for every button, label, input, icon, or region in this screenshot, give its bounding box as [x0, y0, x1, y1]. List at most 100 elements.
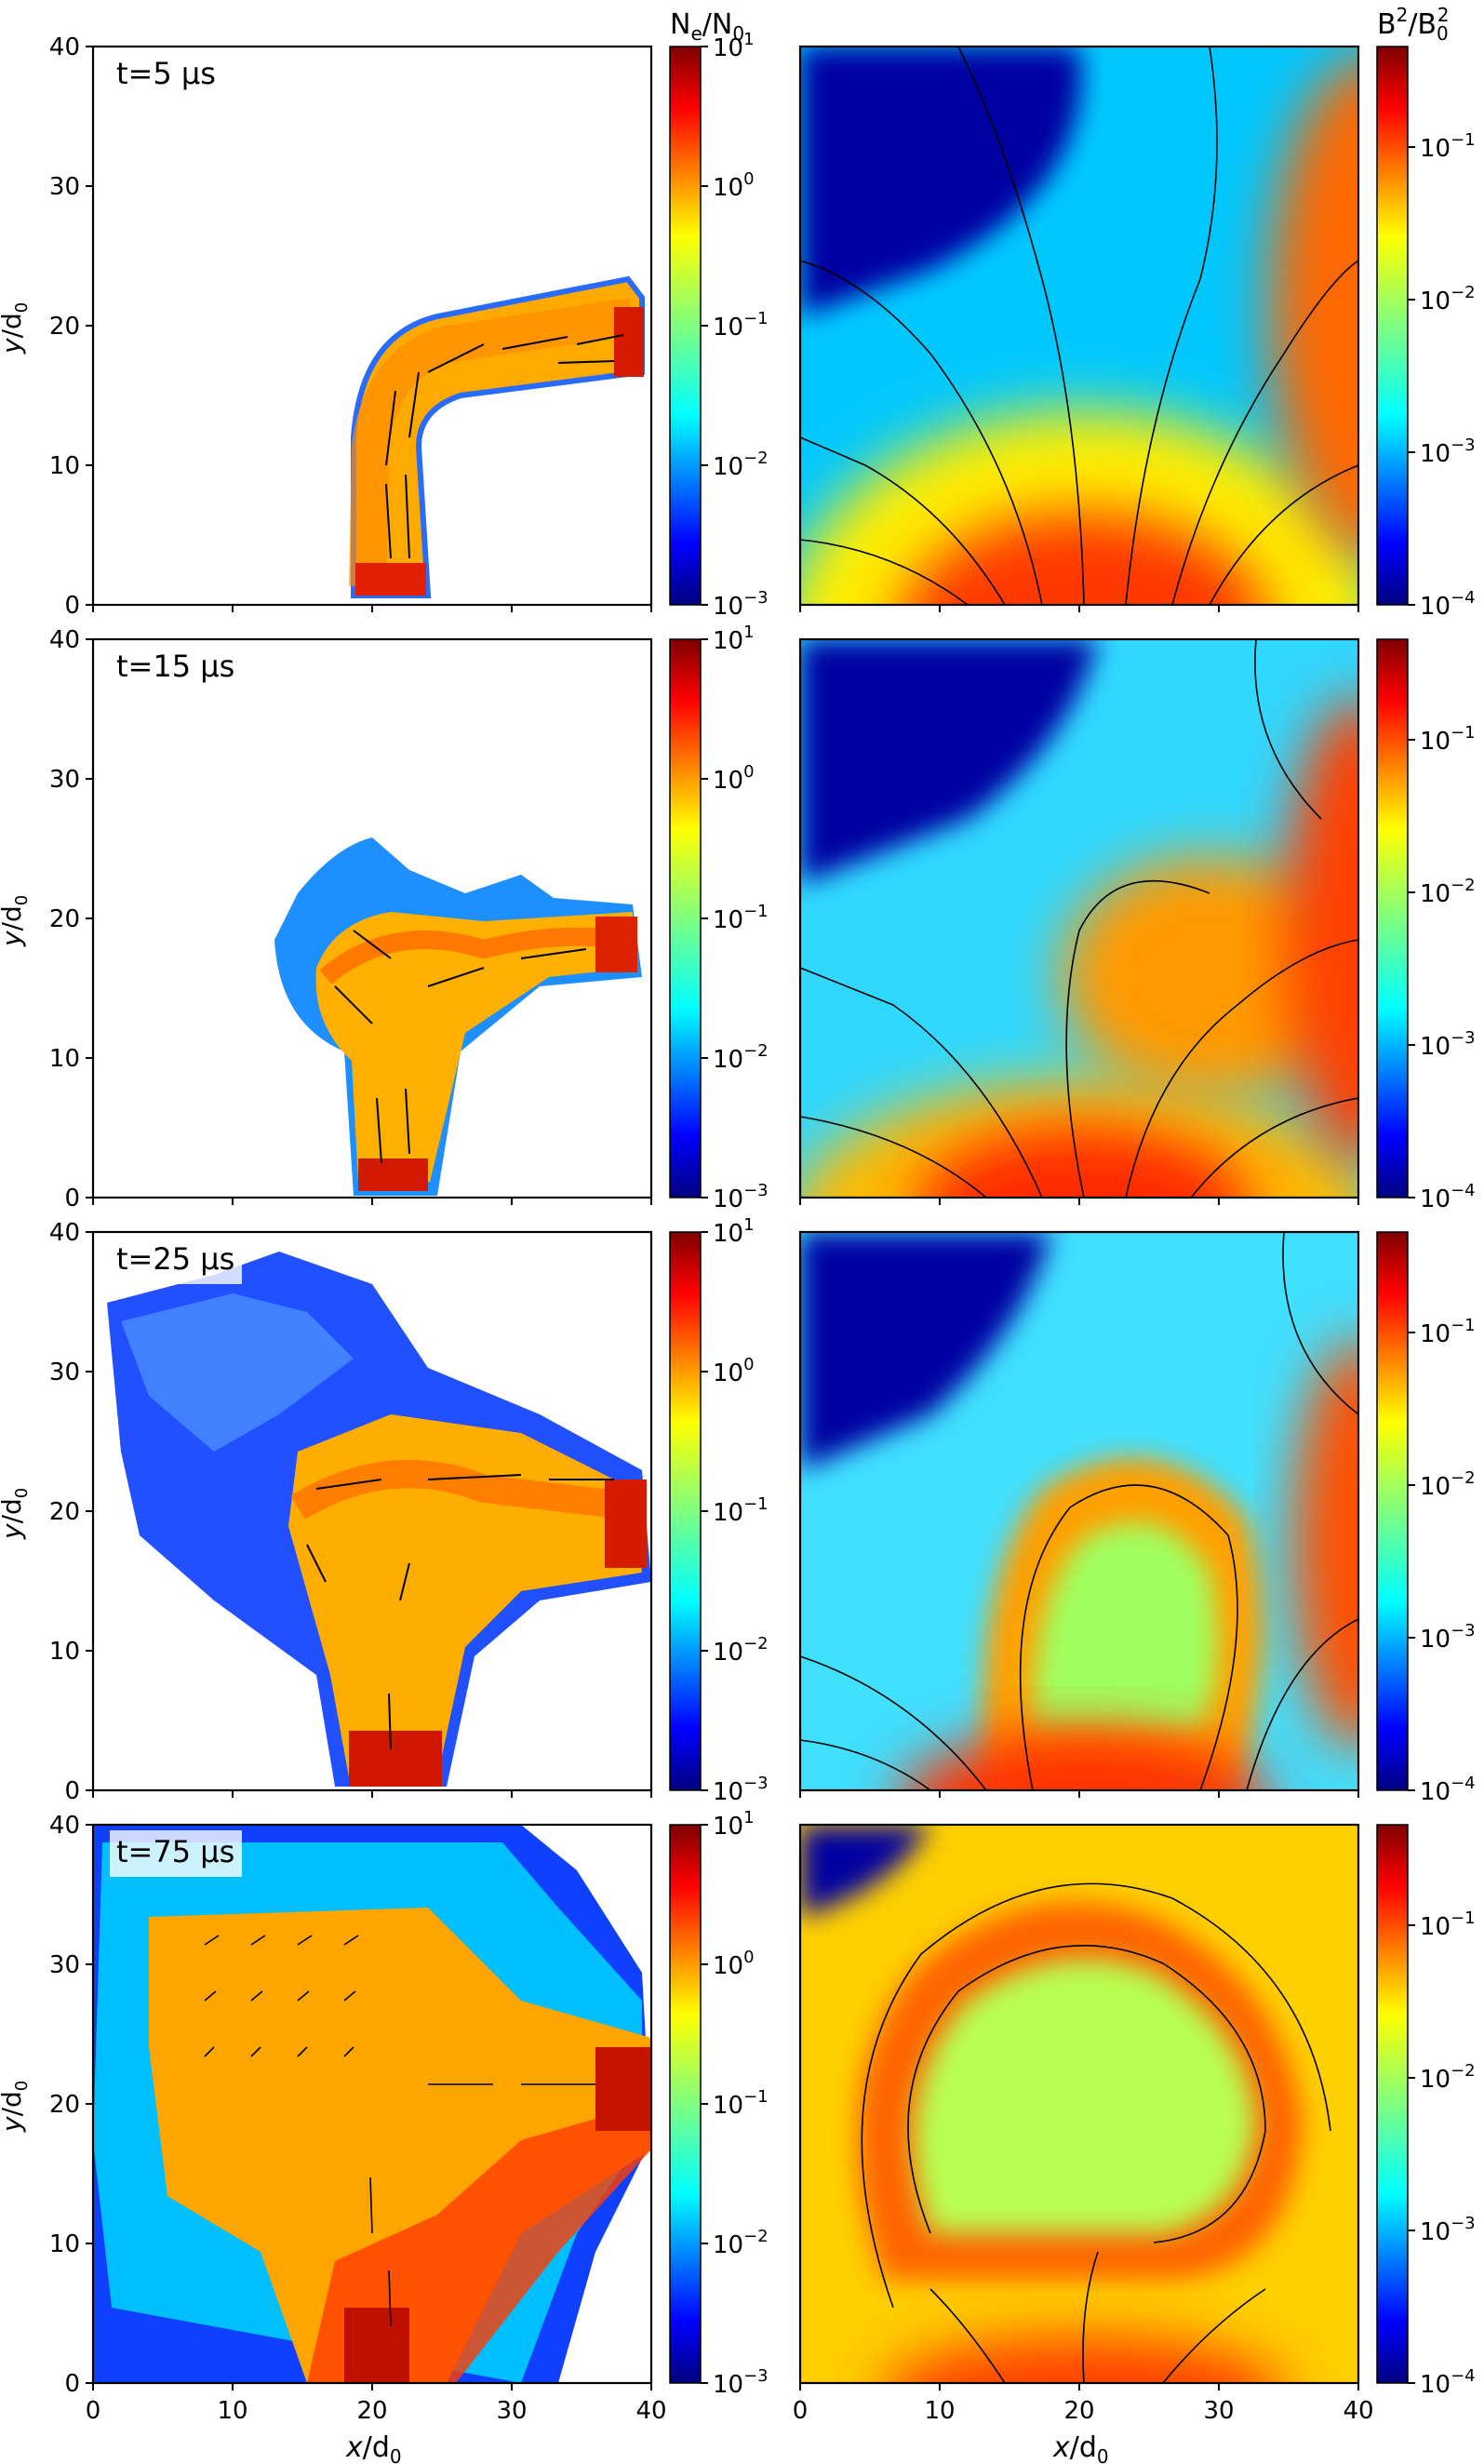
ne-colorbar-tick-label: 101 [713, 1215, 755, 1248]
b-colorbar-tick-label: 10−4 [1420, 1181, 1476, 1213]
y-tick-label: 30 [49, 1359, 80, 1386]
ne-colorbar-tick-label: 100 [713, 762, 755, 795]
b-colorbar-tick-label: 10−4 [1420, 1774, 1476, 1806]
b-colorbar-2 [1376, 638, 1409, 1199]
y-tick-label: 30 [49, 1951, 80, 1979]
y-tick-label: 0 [64, 2370, 80, 2398]
density-map-1 [349, 275, 645, 598]
b-colorbar-tick-label: 10−4 [1420, 2366, 1476, 2399]
density-panel-1: t=5 μs [91, 45, 653, 607]
y-axis-label: y/d0 [0, 895, 32, 947]
y-tick-label: 10 [49, 1638, 80, 1666]
ne-colorbar-tick-label: 10−3 [713, 1181, 769, 1213]
x-axis-label-left: x/d0 [345, 2431, 402, 2464]
ne-colorbar-4 [669, 1824, 702, 2384]
density-panel-2: t=15 μs [91, 637, 653, 1199]
velocity-arrows-2 [334, 930, 587, 1164]
panel-label-1: t=5 μs [116, 56, 216, 91]
ne-colorbar-tick-label: 10−2 [713, 1634, 769, 1667]
b-colorbar-3 [1376, 1231, 1409, 1791]
streamlines-2 [800, 639, 1358, 1198]
y-tick-label: 40 [49, 33, 80, 61]
ne-colorbar-tick-label: 10−2 [713, 2227, 769, 2259]
ne-colorbar-tick-label: 10−1 [713, 2087, 769, 2120]
ne-colorbar-tick-label: 100 [713, 1948, 755, 1980]
y-tick-label: 0 [64, 1185, 80, 1212]
b-colorbar-tick-label: 10−3 [1420, 1621, 1476, 1654]
x-tick-label: 30 [496, 2397, 527, 2425]
ne-colorbar-tick-label: 10−2 [713, 1041, 769, 1074]
b-colorbar-tick-label: 10−2 [1420, 283, 1476, 315]
density-panel-3: t=25 μs [91, 1230, 653, 1792]
b-colorbar-tick-label: 10−2 [1420, 1468, 1476, 1501]
ne-colorbar-tick-label: 10−1 [713, 1494, 769, 1527]
b-colorbar-tick-label: 10−1 [1420, 130, 1476, 163]
y-axis-label: y/d0 [0, 302, 32, 355]
y-tick-label: 40 [49, 1219, 80, 1247]
b-colorbar-tick-label: 10−2 [1420, 876, 1476, 908]
x-tick-label: 40 [635, 2397, 666, 2425]
bfield-panel-1 [798, 45, 1360, 607]
left-colorbar-title: Ne/N0 [670, 8, 744, 45]
ne-colorbar-tick-label: 10−3 [713, 588, 769, 621]
velocity-arrows-4 [204, 1935, 595, 2327]
y-tick-label: 30 [49, 173, 80, 201]
ne-colorbar-tick-label: 10−1 [713, 309, 769, 341]
bfield-panel-2 [798, 637, 1360, 1199]
y-tick-label: 10 [49, 452, 80, 480]
bfield-panel-4 [798, 1823, 1360, 2385]
density-panel-4: t=75 μs [91, 1823, 653, 2385]
x-tick-label: 30 [1203, 2397, 1234, 2425]
ne-colorbar-tick-label: 10−3 [713, 2366, 769, 2399]
right-colorbar-title: B2/B02 [1377, 4, 1450, 45]
ne-colorbar-3 [669, 1231, 702, 1791]
x-tick-label: 40 [1343, 2397, 1373, 2425]
x-tick-label: 10 [217, 2397, 247, 2425]
x-axis-label-right: x/d0 [1052, 2431, 1109, 2464]
axis-ticks: 010203040y/d010−310−210−110010110−410−31… [0, 30, 1476, 2425]
b-colorbar-4 [1376, 1824, 1409, 2384]
streamlines-3 [800, 1232, 1358, 1790]
bfield-panel-3 [798, 1230, 1360, 1792]
x-tick-label: 20 [356, 2397, 387, 2425]
b-colorbar-tick-label: 10−4 [1420, 588, 1476, 621]
b-colorbar-tick-label: 10−3 [1420, 1028, 1476, 1061]
b-colorbar-tick-label: 10−3 [1420, 435, 1476, 468]
bfield-map-3 [800, 1232, 1358, 1790]
ne-colorbar-1 [669, 46, 702, 606]
y-tick-label: 0 [64, 1777, 80, 1805]
b-colorbar-tick-label: 10−1 [1420, 723, 1476, 756]
panel-label-3: t=25 μs [116, 1241, 234, 1277]
ne-colorbar-tick-label: 101 [713, 1808, 755, 1841]
y-tick-label: 40 [49, 1812, 80, 1840]
x-tick-label: 0 [793, 2397, 809, 2425]
ne-colorbar-tick-label: 100 [713, 169, 755, 202]
velocity-arrows-1 [385, 334, 624, 559]
ne-colorbar-tick-label: 10−2 [713, 449, 769, 481]
ne-colorbar-tick-label: 10−1 [713, 902, 769, 934]
x-tick-label: 0 [86, 2397, 101, 2425]
density-map-2 [274, 837, 642, 1196]
density-map-3 [107, 1252, 651, 1787]
bfield-map-4 [800, 1825, 1358, 2383]
b-colorbar-tick-label: 10−1 [1420, 1908, 1476, 1941]
b-colorbar-1 [1376, 46, 1409, 606]
y-axis-label: y/d0 [0, 2081, 32, 2133]
colorbars [669, 46, 1409, 2384]
y-tick-label: 20 [49, 313, 80, 341]
panel-label-4: t=75 μs [116, 1834, 234, 1869]
y-tick-label: 20 [49, 2091, 80, 2119]
streamlines-1 [800, 47, 1358, 605]
y-tick-label: 0 [64, 592, 80, 620]
velocity-arrows-3 [306, 1474, 614, 1750]
x-tick-label: 20 [1063, 2397, 1094, 2425]
y-tick-label: 20 [49, 1498, 80, 1526]
y-tick-label: 20 [49, 905, 80, 933]
density-map-4 [93, 1825, 651, 2383]
y-tick-label: 40 [49, 626, 80, 654]
b-colorbar-tick-label: 10−3 [1420, 2214, 1476, 2246]
ne-colorbar-tick-label: 10−3 [713, 1774, 769, 1806]
b-colorbar-tick-label: 10−1 [1420, 1316, 1476, 1348]
y-axis-label: y/d0 [0, 1488, 32, 1540]
